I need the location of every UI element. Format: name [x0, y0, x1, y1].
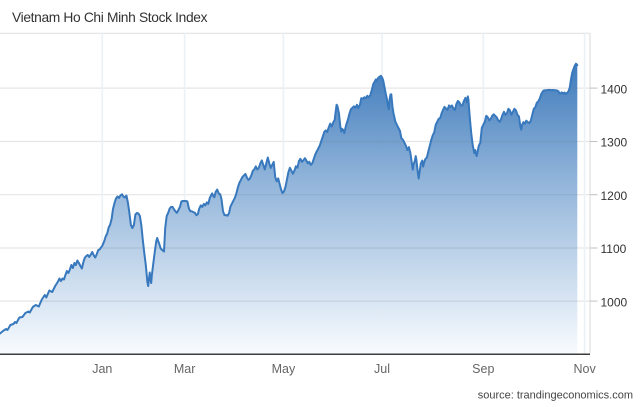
svg-text:1200: 1200	[601, 189, 628, 203]
svg-text:May: May	[272, 362, 296, 376]
svg-text:Jul: Jul	[374, 362, 390, 376]
svg-text:1000: 1000	[601, 295, 628, 309]
svg-text:Sep: Sep	[472, 362, 494, 376]
svg-text:Nov: Nov	[573, 362, 596, 376]
svg-text:1100: 1100	[601, 242, 627, 256]
svg-text:source: trandingeconomics.com: source: trandingeconomics.com	[478, 389, 633, 401]
svg-text:Mar: Mar	[174, 362, 196, 376]
svg-text:Jan: Jan	[92, 362, 112, 376]
svg-text:1400: 1400	[601, 82, 628, 96]
svg-text:1300: 1300	[601, 136, 628, 150]
svg-text:Vietnam Ho Chi Minh Stock Inde: Vietnam Ho Chi Minh Stock Index	[12, 10, 208, 25]
